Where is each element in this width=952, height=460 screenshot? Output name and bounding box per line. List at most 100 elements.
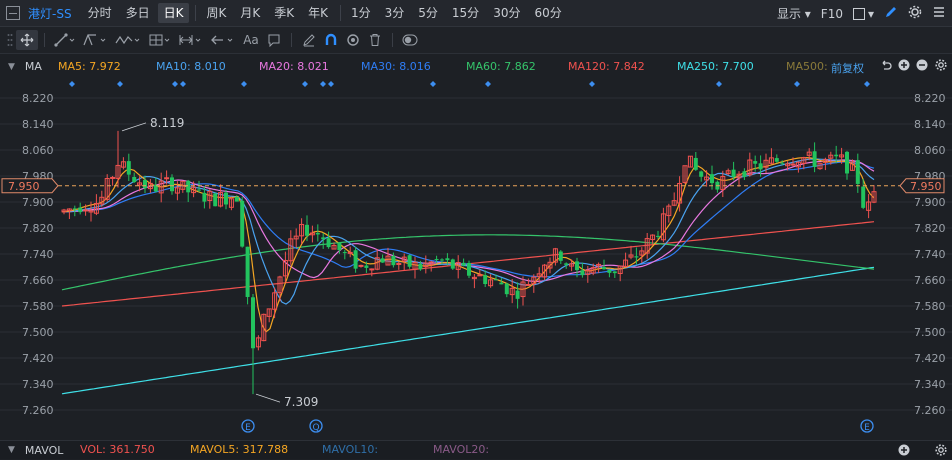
candle-body	[434, 258, 439, 260]
display-label: 显示	[776, 7, 801, 21]
period-tab[interactable]: 1分	[350, 6, 371, 20]
mavol-value: MAVOL10:	[322, 443, 379, 456]
arrow-left-icon[interactable]	[207, 30, 239, 50]
candle-body	[407, 255, 412, 267]
chart-overlay: 7.950 7.950 8.119 7.309 E Q E	[1, 81, 945, 433]
mavol-settings-icon[interactable]	[935, 444, 947, 459]
candle-body	[871, 191, 877, 203]
candle-body	[445, 258, 450, 261]
candle-body	[272, 292, 278, 310]
mavol-zoom-in-icon[interactable]	[898, 444, 910, 459]
price-tick-left: 7.740	[22, 248, 54, 261]
pitchfork-icon[interactable]	[79, 30, 111, 50]
trash-icon[interactable]	[364, 30, 386, 50]
toolbar-divider	[44, 33, 45, 47]
period-tab[interactable]: 分时	[87, 6, 112, 20]
collapse-icon[interactable]	[6, 6, 20, 20]
candle-body	[704, 176, 710, 181]
zoom-in-icon[interactable]	[898, 59, 910, 74]
ma-collapse-icon[interactable]: ▼	[8, 61, 15, 72]
candle-body	[477, 274, 483, 277]
candle-body	[834, 154, 839, 157]
candle-body	[342, 252, 347, 254]
zoom-out-icon[interactable]	[916, 59, 928, 74]
candle-body	[174, 187, 180, 194]
candle-body	[639, 250, 645, 256]
layout-dropdown[interactable]: ▾	[852, 7, 874, 21]
measure-icon[interactable]	[175, 30, 207, 50]
current-price-tag-left	[1, 178, 59, 194]
display-dropdown[interactable]: 显示 ▾	[776, 7, 811, 21]
candle-body	[596, 263, 602, 267]
period-tab[interactable]: 季K	[274, 6, 295, 20]
period-tab[interactable]: 5分	[418, 6, 438, 20]
wave-pattern-icon[interactable]	[111, 30, 145, 50]
candle-body	[240, 200, 245, 247]
candle-body	[391, 255, 396, 266]
crosshair-icon[interactable]	[16, 30, 38, 50]
trend-line-icon[interactable]	[51, 30, 79, 50]
candle-body	[515, 290, 520, 299]
undo-icon[interactable]	[880, 59, 892, 74]
candle-body	[251, 297, 255, 349]
price-tick-left: 7.420	[22, 352, 54, 365]
period-tab[interactable]: 60分	[534, 6, 562, 20]
candle-body	[806, 151, 812, 156]
candle-body	[88, 210, 94, 213]
period-tab[interactable]: 日K	[157, 3, 190, 23]
price-tick-right: 7.740	[914, 248, 946, 261]
toggle-icon[interactable]	[399, 30, 421, 50]
candle-body	[293, 235, 299, 240]
candle-body	[753, 161, 758, 164]
stock-name[interactable]: 港灯-SS	[28, 6, 72, 21]
candle-body	[418, 264, 423, 270]
top-bar: 港灯-SS 分时 多日 日K 周K 月K 季K 年K 1分 3分 5分 15分 30分 60分 显示 ▾…	[0, 0, 952, 27]
event-diamond-icon	[241, 81, 247, 87]
candle-body	[72, 208, 77, 210]
period-tab[interactable]: 30分	[493, 6, 521, 20]
price-tick-left: 7.260	[22, 404, 54, 417]
kline-chart[interactable]: 8.2208.1408.0607.9807.9007.8207.7407.660…	[0, 79, 952, 440]
candle-body	[471, 276, 477, 280]
text-tool[interactable]: Aa	[243, 33, 259, 47]
ma60-line	[61, 234, 875, 291]
period-tab[interactable]: 月K	[240, 6, 261, 20]
magnet-icon[interactable]	[320, 30, 342, 50]
candle-body	[245, 246, 250, 297]
mavol-collapse-icon[interactable]: ▼	[8, 445, 15, 455]
event-marker-label: E	[245, 423, 251, 433]
pencil-icon[interactable]	[298, 30, 320, 50]
candle-body	[337, 242, 342, 251]
comment-icon[interactable]	[263, 30, 285, 50]
mavol-label[interactable]: MAVOL	[24, 443, 64, 457]
ma-label[interactable]: MA	[24, 60, 42, 73]
event-diamond-icon	[69, 81, 75, 87]
candle-body	[321, 237, 326, 240]
menu-icon[interactable]	[932, 5, 946, 22]
candle-body	[742, 171, 747, 177]
candle-body	[99, 196, 105, 205]
period-tab[interactable]: 年K	[308, 6, 328, 20]
candle-body	[61, 209, 67, 213]
settings-icon[interactable]	[908, 5, 922, 22]
fibonacci-icon[interactable]	[145, 30, 175, 50]
candle-body	[780, 162, 785, 164]
period-tab[interactable]: 15分	[451, 6, 480, 20]
price-tick-right: 7.580	[914, 300, 946, 313]
chart-settings-icon[interactable]	[935, 59, 947, 74]
adjust-mode[interactable]: 前复权	[831, 62, 864, 75]
period-tab[interactable]: 3分	[384, 6, 405, 20]
event-diamond-icon	[716, 81, 722, 87]
draw-pen-icon[interactable]	[884, 5, 898, 22]
f10-button[interactable]: F10	[820, 6, 843, 21]
mavol-legend-bar: ▼ MAVOL VOL: 361.750 MAVOL5: 317.788 MAVOL…	[0, 440, 952, 459]
event-marker-label: Q	[312, 423, 319, 433]
period-tab[interactable]: 多日	[125, 6, 150, 20]
period-tab[interactable]: 周K	[206, 6, 227, 20]
event-diamond-icon	[589, 81, 595, 87]
candle-body	[575, 261, 579, 271]
ma30-line	[62, 161, 875, 278]
candle-body	[628, 254, 634, 258]
candle-body	[801, 157, 807, 164]
eye-icon[interactable]	[342, 30, 364, 50]
